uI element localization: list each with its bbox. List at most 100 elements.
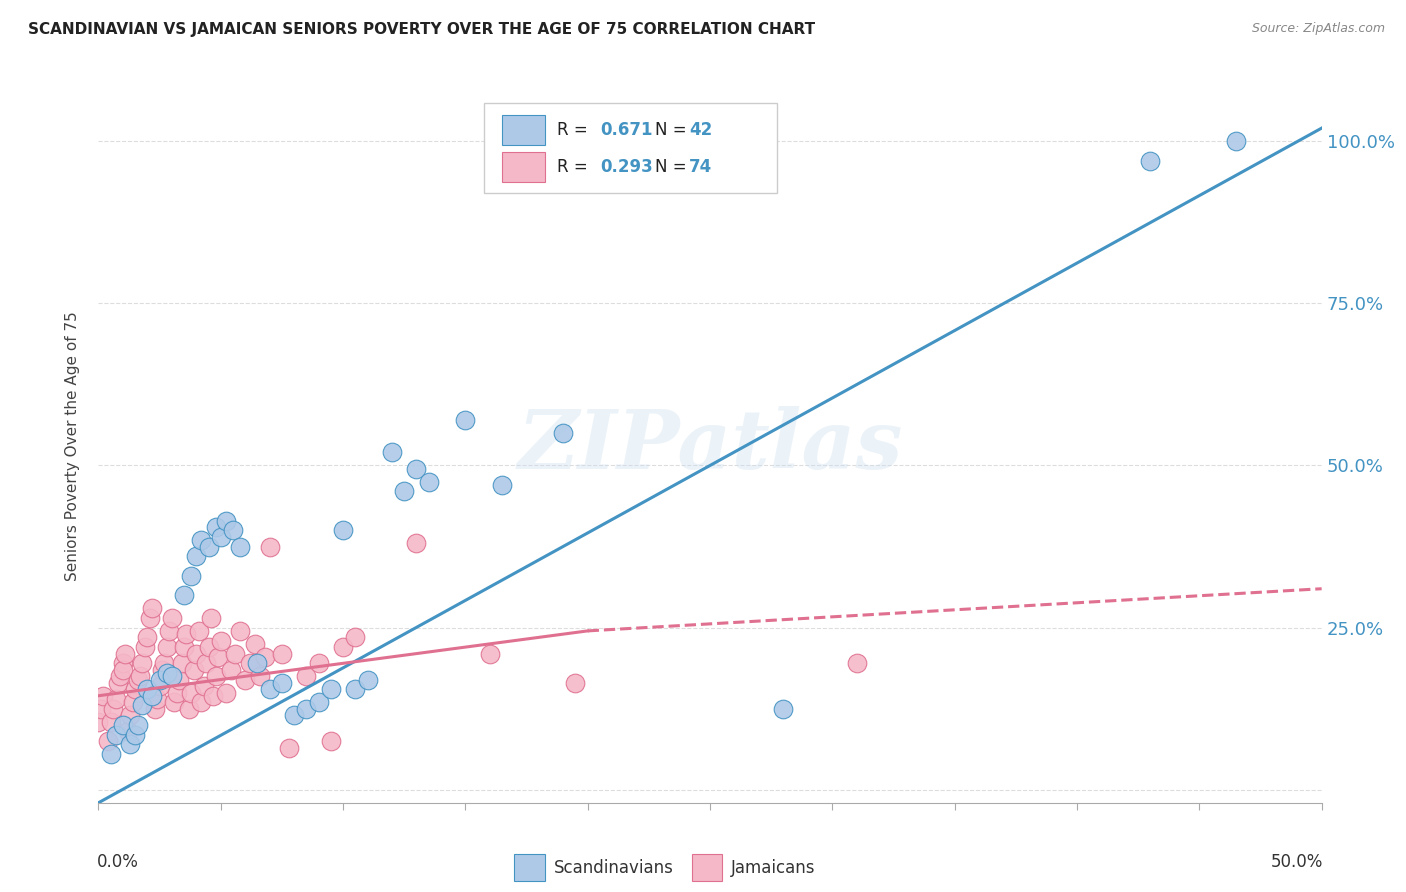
Point: [187, 624, 209, 638]
Point: [381, 445, 404, 459]
Bar: [692, 855, 723, 881]
Point: [478, 647, 501, 661]
Text: N =: N =: [655, 121, 692, 139]
Point: [418, 475, 440, 489]
Point: [249, 669, 271, 683]
Text: ZIPatlas: ZIPatlas: [517, 406, 903, 486]
Point: [332, 524, 354, 538]
Point: [200, 611, 222, 625]
Point: [356, 673, 378, 687]
Text: Scandinavians: Scandinavians: [554, 859, 673, 877]
Point: [197, 640, 219, 654]
Text: 50.0%: 50.0%: [1271, 853, 1323, 871]
Point: [186, 549, 208, 564]
Point: [136, 682, 159, 697]
Point: [195, 657, 218, 671]
Point: [111, 663, 134, 677]
Point: [139, 611, 162, 625]
Point: [141, 689, 163, 703]
Point: [141, 601, 163, 615]
Point: [193, 679, 215, 693]
Point: [153, 657, 176, 671]
Point: [131, 698, 153, 713]
Point: [214, 685, 236, 699]
Point: [127, 673, 149, 687]
Point: [134, 640, 156, 654]
Point: [176, 627, 198, 641]
Point: [319, 682, 342, 697]
Point: [405, 461, 427, 475]
Point: [146, 692, 169, 706]
Point: [163, 695, 186, 709]
Point: [117, 724, 139, 739]
Point: [120, 708, 142, 723]
Text: R =: R =: [557, 121, 593, 139]
Text: R =: R =: [557, 158, 593, 176]
Point: [246, 657, 269, 671]
Point: [205, 520, 228, 534]
Point: [224, 647, 246, 661]
Text: SCANDINAVIAN VS JAMAICAN SENIORS POVERTY OVER THE AGE OF 75 CORRELATION CHART: SCANDINAVIAN VS JAMAICAN SENIORS POVERTY…: [28, 22, 815, 37]
Point: [270, 675, 294, 690]
Point: [209, 530, 232, 544]
Point: [167, 673, 190, 687]
Text: Jamaicans: Jamaicans: [731, 859, 815, 877]
Point: [177, 702, 200, 716]
Point: [229, 540, 252, 554]
Point: [156, 640, 179, 654]
Point: [101, 702, 124, 716]
Point: [207, 649, 229, 664]
Point: [243, 637, 266, 651]
Point: [100, 714, 122, 729]
Point: [173, 588, 195, 602]
Point: [197, 540, 219, 554]
Point: [150, 663, 173, 677]
Point: [149, 679, 172, 693]
Bar: [502, 115, 546, 145]
Point: [1139, 153, 1161, 168]
Point: [202, 689, 225, 703]
Point: [143, 702, 166, 716]
Point: [186, 647, 208, 661]
Point: [104, 692, 127, 706]
Point: [104, 728, 127, 742]
Point: [160, 611, 183, 625]
Point: [392, 484, 416, 499]
Point: [253, 649, 276, 664]
Point: [222, 524, 245, 538]
Point: [190, 695, 212, 709]
Bar: [502, 152, 546, 182]
Point: [129, 669, 152, 683]
Point: [100, 747, 122, 761]
Point: [239, 657, 262, 671]
Point: [110, 669, 132, 683]
Point: [205, 669, 228, 683]
Point: [136, 631, 159, 645]
Point: [97, 734, 120, 748]
Point: [87, 714, 110, 729]
Point: [156, 666, 179, 681]
Point: [283, 708, 305, 723]
Point: [219, 663, 242, 677]
Point: [120, 738, 142, 752]
Point: [295, 702, 318, 716]
Point: [270, 647, 294, 661]
Point: [259, 540, 281, 554]
Point: [107, 675, 129, 690]
Point: [553, 425, 575, 440]
Point: [124, 682, 146, 697]
FancyBboxPatch shape: [484, 103, 778, 193]
Point: [170, 657, 193, 671]
Point: [1225, 134, 1247, 148]
Text: 42: 42: [689, 121, 713, 139]
Point: [180, 568, 202, 582]
Point: [127, 718, 149, 732]
Point: [308, 695, 330, 709]
Point: [233, 673, 256, 687]
Point: [114, 647, 136, 661]
Point: [278, 740, 301, 755]
Point: [90, 702, 112, 716]
Point: [149, 673, 172, 687]
Point: [121, 695, 143, 709]
Point: [160, 669, 183, 683]
